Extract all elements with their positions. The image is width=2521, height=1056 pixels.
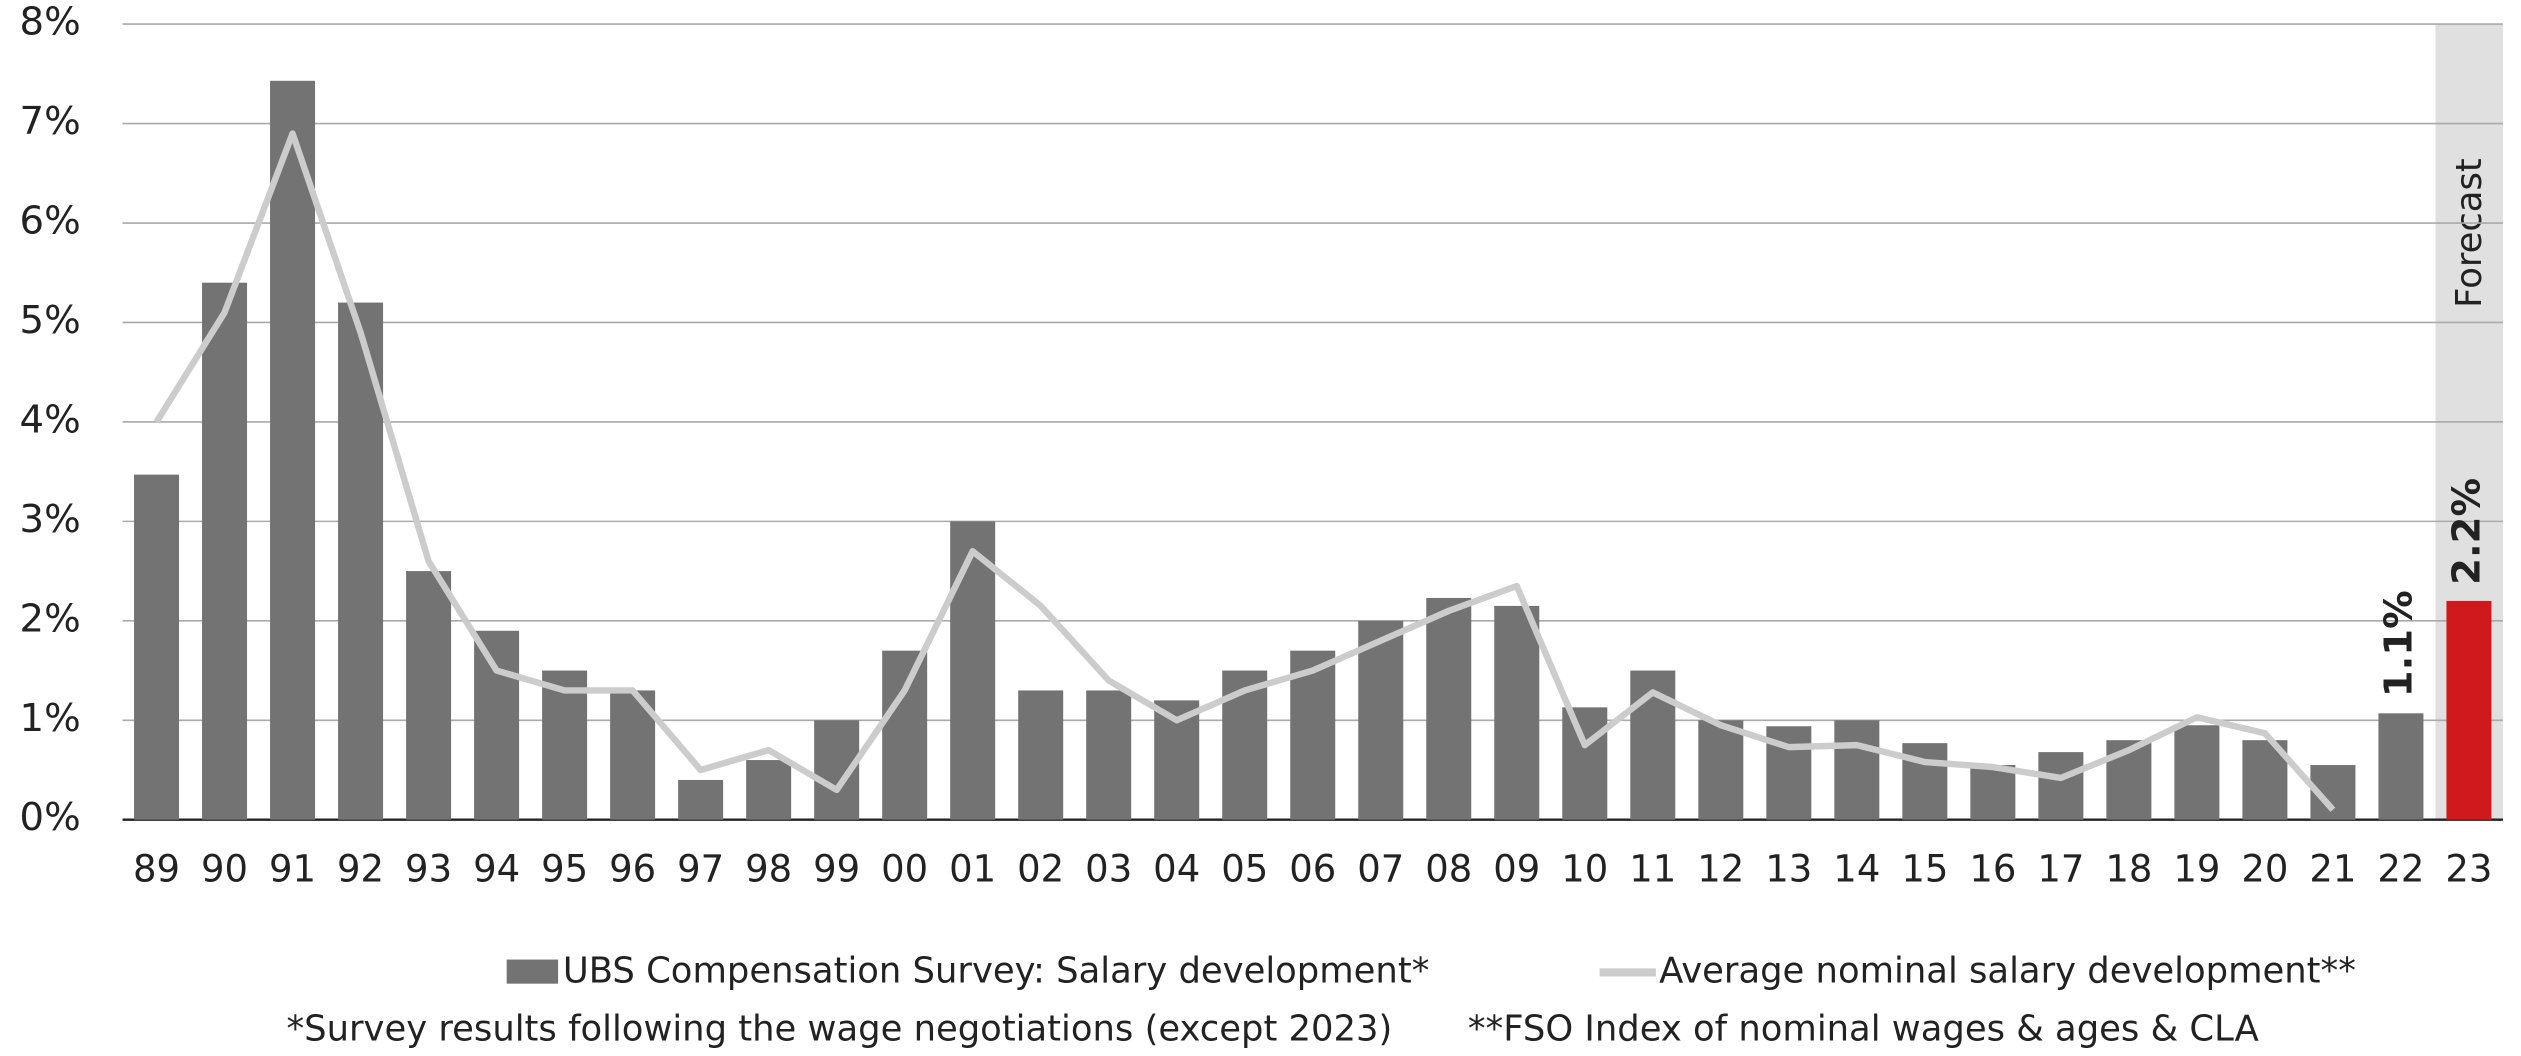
- x-tick-label: 19: [2173, 848, 2220, 891]
- x-tick-label: 05: [1221, 848, 1268, 891]
- bar: [2038, 752, 2084, 820]
- x-tick-label: 90: [201, 848, 248, 891]
- bar: [406, 571, 452, 820]
- y-tick-label: 2%: [20, 596, 81, 641]
- x-tick-label: 04: [1153, 848, 1200, 891]
- x-tick-label: 23: [2445, 848, 2492, 891]
- bar: [2446, 600, 2492, 820]
- x-tick-label: 11: [1629, 848, 1676, 891]
- x-tick-label: 96: [609, 848, 656, 891]
- bar: [746, 760, 792, 820]
- bar: [1562, 707, 1608, 820]
- bar: [134, 474, 180, 820]
- x-tick-label: 98: [745, 848, 792, 891]
- y-tick-label: 0%: [20, 795, 81, 840]
- bar: [678, 779, 724, 820]
- x-tick-label: 95: [541, 848, 588, 891]
- y-tick-label: 7%: [20, 99, 81, 144]
- y-tick-label: 4%: [20, 397, 81, 442]
- bar: [1426, 597, 1472, 820]
- x-tick-label: 92: [337, 848, 384, 891]
- y-tick-label: 6%: [20, 199, 81, 244]
- x-tick-label: 02: [1017, 848, 1064, 891]
- legend-label: UBS Compensation Survey: Salary developm…: [563, 950, 1429, 991]
- bar: [1290, 650, 1336, 820]
- x-tick-label: 91: [269, 848, 316, 891]
- y-tick-label: 1%: [20, 696, 81, 741]
- x-tick-label: 93: [405, 848, 452, 891]
- x-tick-label: 89: [133, 848, 180, 891]
- x-tick-label: 99: [813, 848, 860, 891]
- bar: [1086, 690, 1132, 820]
- line: [153, 130, 2336, 812]
- x-tick-label: 13: [1765, 848, 1812, 891]
- x-tick-label: 22: [2377, 848, 2424, 891]
- bar: [542, 670, 588, 820]
- x-tick-label: 00: [881, 848, 928, 891]
- x-tick-label: 16: [1969, 848, 2016, 891]
- x-tick-label: 14: [1833, 848, 1880, 891]
- legend-swatch: [506, 959, 559, 984]
- bar: [1358, 620, 1404, 820]
- x-tick-label: 06: [1289, 848, 1336, 891]
- y-tick-label: 5%: [20, 298, 81, 343]
- bar: [270, 80, 316, 820]
- bar: [2174, 725, 2220, 820]
- x-tick-label: 20: [2241, 848, 2288, 891]
- x-tick-label: 21: [2309, 848, 2356, 891]
- bar: [950, 521, 996, 820]
- data-label: 1.1%: [2376, 590, 2421, 697]
- x-tick-label: 97: [677, 848, 724, 891]
- x-tick-label: 09: [1493, 848, 1540, 891]
- bar: [1494, 605, 1540, 820]
- footnote: *Survey results following the wage negot…: [286, 1008, 1392, 1049]
- legend-label: Average nominal salary development**: [1659, 950, 2356, 991]
- x-tick-label: 94: [473, 848, 520, 891]
- bar: [1698, 720, 1744, 820]
- x-tick-label: 18: [2105, 848, 2152, 891]
- x-tick-label: 12: [1697, 848, 1744, 891]
- y-tick-label: 3%: [20, 497, 81, 542]
- bar: [1018, 690, 1064, 820]
- bar: [2378, 713, 2424, 820]
- bar: [1970, 765, 2016, 820]
- y-tick-label: 8%: [20, 0, 81, 45]
- annotation: Forecast: [2449, 158, 2490, 308]
- x-tick-label: 07: [1357, 848, 1404, 891]
- bar: [1834, 720, 1880, 820]
- x-tick-label: 01: [949, 848, 996, 891]
- x-tick-label: 15: [1901, 848, 1948, 891]
- x-tick-label: 10: [1561, 848, 1608, 891]
- bar: [202, 282, 248, 820]
- bar: [1902, 743, 1948, 820]
- x-tick-label: 17: [2037, 848, 2084, 891]
- x-tick-label: 03: [1085, 848, 1132, 891]
- bar: [882, 650, 928, 820]
- footnote: **FSO Index of nominal wages & ages & CL…: [1468, 1008, 2259, 1049]
- data-label: 2.2%: [2444, 478, 2489, 585]
- x-tick-label: 08: [1425, 848, 1472, 891]
- bar: [474, 630, 520, 820]
